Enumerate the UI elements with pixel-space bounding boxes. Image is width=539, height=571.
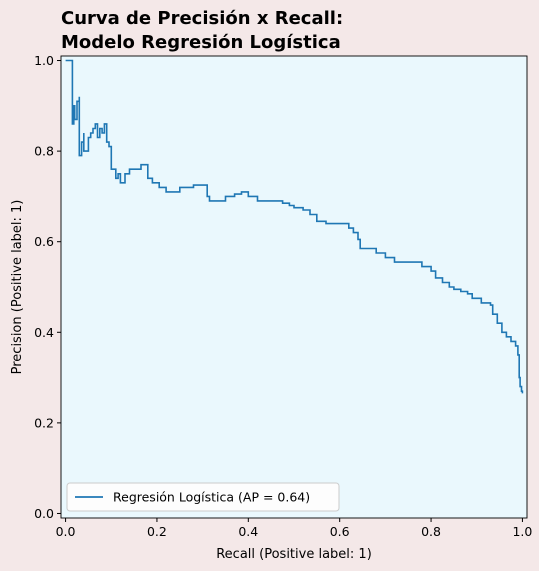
legend: Regresión Logística (AP = 0.64) — [66, 482, 340, 512]
x-tick-label: 0.0 — [56, 524, 76, 539]
x-tick-label: 0.2 — [147, 524, 167, 539]
y-tick-label: 0.0 — [34, 506, 54, 521]
y-tick-label: 1.0 — [34, 53, 54, 68]
chart-title-line-1: Curva de Precisión x Recall: — [61, 8, 343, 29]
y-tick-label: 0.8 — [34, 144, 54, 159]
legend-box — [66, 482, 340, 512]
pr-curve-line — [65, 59, 524, 394]
y-axis-ticks: 0.0 0.2 0.4 0.6 0.8 1.0 — [34, 53, 61, 521]
x-tick-label: 0.4 — [238, 524, 258, 539]
legend-entry-label: Regresión Logística (AP = 0.64) — [113, 490, 310, 505]
plot-frame — [60, 55, 528, 519]
chart-title: Curva de Precisión x Recall: Modelo Regr… — [61, 8, 343, 53]
y-axis-label: Precision (Positive label: 1) — [10, 200, 25, 375]
x-axis-ticks: 0.0 0.2 0.4 0.6 0.8 1.0 — [56, 518, 532, 539]
chart-title-line-2: Modelo Regresión Logística — [61, 32, 341, 53]
plot-area — [61, 56, 527, 518]
x-tick-label: 0.8 — [421, 524, 441, 539]
x-axis-label: Recall (Positive label: 1) — [216, 547, 372, 562]
y-tick-label: 0.4 — [34, 325, 54, 340]
x-tick-label: 1.0 — [512, 524, 532, 539]
y-tick-label: 0.2 — [34, 415, 54, 430]
x-tick-label: 0.6 — [330, 524, 350, 539]
y-tick-label: 0.6 — [34, 234, 54, 249]
